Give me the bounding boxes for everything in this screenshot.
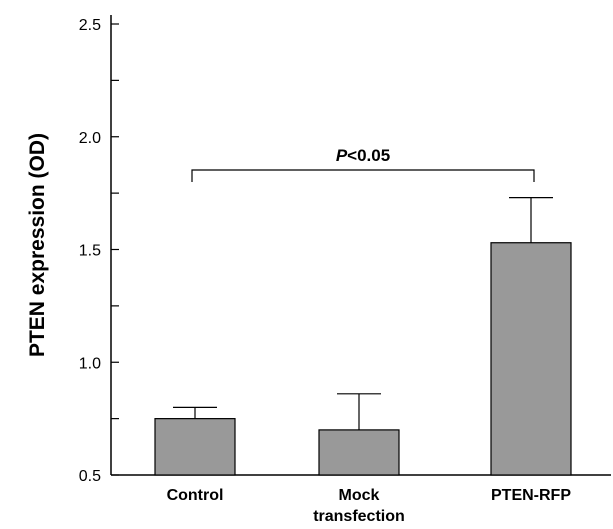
bar-mock-transfection [318,429,400,476]
category-label: PTEN-RFP [491,487,571,504]
y-tick-label: 1.0 [79,355,101,372]
significance-threshold: <0.05 [347,146,390,165]
y-ticks: 0.5 1.0 1.5 2.0 2.5 [79,17,119,485]
category-label: Control [167,487,224,504]
significance-label: P<0.05 [336,146,390,165]
significance-annotation: P<0.05 [191,146,535,182]
category-label: transfection [313,508,405,525]
error-bars [173,197,553,430]
y-axis-title: PTEN expression (OD) [26,133,49,357]
significance-bracket [191,169,535,182]
bar-control [154,418,236,476]
category-labels: Control Mock transfection PTEN-RFP [167,487,572,525]
y-tick-label: 2.5 [79,17,101,34]
category-label: Mock [339,487,380,504]
y-tick-label: 2.0 [79,130,101,147]
y-axis: 0.5 1.0 1.5 2.0 2.5 [79,15,119,485]
y-tick-label: 1.5 [79,243,101,260]
bar-pten-rfp [490,242,572,476]
y-tick-label: 0.5 [79,468,101,485]
bars [154,242,572,476]
significance-p-italic: P [336,146,348,165]
